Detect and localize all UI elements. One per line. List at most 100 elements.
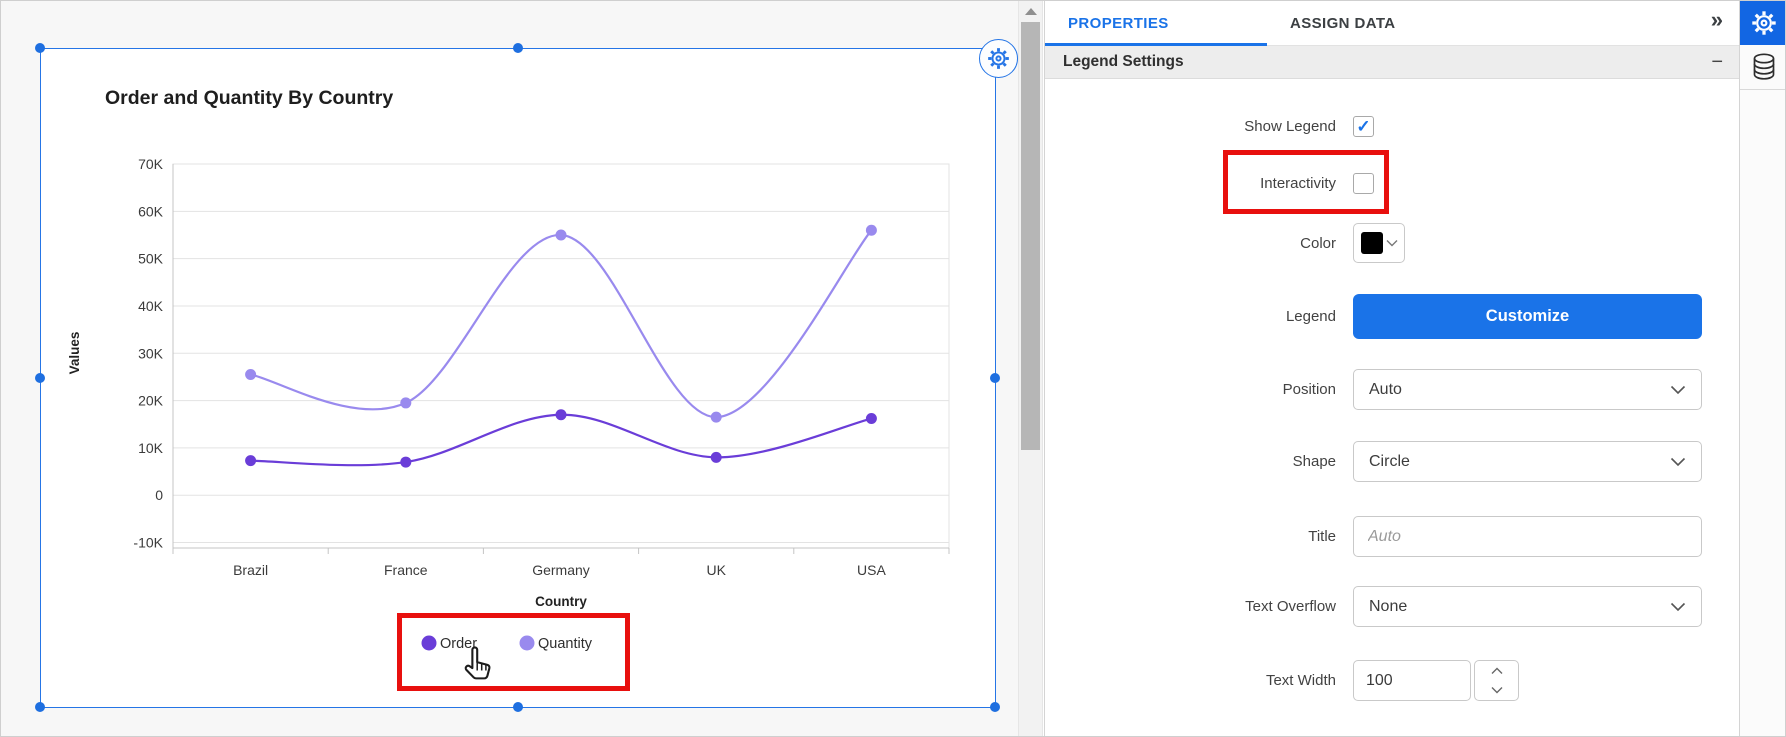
y-tick-label: 40K [138,298,164,314]
legend-settings-header[interactable]: Legend Settings − [1045,46,1739,79]
text-overflow-select[interactable]: None [1353,586,1702,627]
canvas-vertical-scrollbar[interactable] [1018,1,1043,736]
customize-button[interactable]: Customize [1353,294,1702,339]
gear-icon [988,48,1009,69]
right-toolbar [1739,1,1785,736]
shape-label: Shape [1292,453,1336,470]
chart-widget[interactable]: 70K 60K 50K 40K 30K 20K 10K 0 -10K Brazil France Ge… [35,39,1018,712]
y-tick-label: -10K [133,535,163,551]
x-category-label: USA [857,562,886,578]
resize-handle-bottom-left[interactable] [35,702,45,712]
y-tick-label: 20K [138,393,164,409]
interactivity-label: Interactivity [1260,174,1336,192]
hand-cursor-icon [461,645,497,692]
legend-item-order[interactable]: Order [440,636,477,652]
legend-row: Legend Customize [1045,294,1739,339]
collapse-section-icon[interactable]: − [1711,51,1723,73]
data-point-quantity[interactable] [400,397,412,409]
data-source-tool[interactable] [1740,45,1785,89]
position-select[interactable]: Auto [1353,369,1702,410]
panel-tabs: PROPERTIES ASSIGN DATA [1045,1,1739,46]
chevron-down-icon [1670,457,1686,466]
title-row: Title [1045,516,1739,557]
text-overflow-row: Text Overflow None [1045,586,1739,627]
legend-highlight-box [397,613,630,691]
scroll-up-arrow-icon[interactable] [1025,8,1037,15]
y-tick-label: 60K [138,203,164,219]
data-point-quantity[interactable] [865,224,877,236]
interactivity-row: Interactivity [1045,162,1739,204]
chevron-up-icon [1491,667,1502,674]
resize-handle-top-center[interactable] [513,43,523,53]
text-width-label: Text Width [1265,672,1336,689]
design-canvas[interactable]: 70K 60K 50K 40K 30K 20K 10K 0 -10K Brazil France Ge… [1,1,1018,736]
resize-handle-bottom-center[interactable] [513,702,523,712]
legend-swatch-order[interactable] [421,635,437,651]
spinner-up-button[interactable] [1475,661,1518,681]
resize-handle-middle-right[interactable] [990,373,1000,383]
chart-svg[interactable]: 70K 60K 50K 40K 30K 20K 10K 0 -10K Brazil France Ge… [41,49,995,707]
legend-item-quantity[interactable]: Quantity [538,636,593,652]
y-tick-label: 30K [138,345,164,361]
plot-area [172,163,950,549]
text-width-row: Text Width [1045,660,1739,701]
resize-handle-middle-left[interactable] [35,373,45,383]
color-swatch [1361,232,1383,254]
legend-label: Legend [1285,308,1336,325]
widget-properties-tool[interactable] [1740,1,1785,45]
legend-title-input[interactable] [1353,516,1702,557]
y-tick-label: 10K [138,440,164,456]
series-line-quantity [250,229,873,419]
text-width-input[interactable] [1353,660,1471,701]
chevron-down-icon [1670,602,1686,611]
section-title: Legend Settings [1063,53,1184,70]
color-label: Color [1300,234,1336,252]
y-axis-title: Values [67,332,82,375]
scrollbar-thumb[interactable] [1021,22,1040,450]
position-row: Position Auto [1045,369,1739,410]
y-tick-label: 50K [138,251,164,267]
x-axis-title: Country [535,594,587,609]
data-point-order[interactable] [865,413,877,425]
data-point-order[interactable] [555,409,567,421]
chevron-down-icon [1491,687,1502,694]
resize-handle-top-left[interactable] [35,43,45,53]
resize-handle-bottom-right[interactable] [990,702,1000,712]
interactivity-highlight-box [1223,150,1389,214]
x-category-label: Brazil [233,562,268,578]
x-category-label: UK [706,562,726,578]
spinner-down-button[interactable] [1475,681,1518,701]
data-point-quantity[interactable] [555,229,567,241]
shape-select[interactable]: Circle [1353,441,1702,482]
x-category-label: Germany [532,562,590,578]
tab-assign-data[interactable]: ASSIGN DATA [1290,14,1396,32]
widget-settings-button[interactable] [979,39,1018,78]
shape-value: Circle [1369,452,1410,470]
legend-color-picker[interactable] [1353,223,1405,263]
title-label: Title [1308,528,1336,545]
legend-swatch-quantity[interactable] [519,635,535,651]
show-legend-label: Show Legend [1244,117,1336,135]
chevron-down-icon [1670,385,1686,394]
text-overflow-value: None [1369,597,1408,615]
database-icon [1753,53,1774,80]
interactivity-checkbox[interactable] [1353,172,1374,194]
check-icon: ✓ [1356,116,1371,136]
collapse-panel-icon[interactable]: » [1710,7,1723,32]
toolbar-divider [1740,89,1785,90]
data-point-order[interactable] [400,456,412,468]
y-tick-label: 70K [138,156,164,172]
show-legend-row: Show Legend ✓ [1045,105,1739,147]
show-legend-checkbox[interactable]: ✓ [1353,115,1374,137]
chevron-down-icon [1386,240,1398,247]
tab-properties[interactable]: PROPERTIES [1045,1,1267,46]
x-category-label: France [384,562,428,578]
data-point-quantity[interactable] [710,411,722,423]
shape-row: Shape Circle [1045,441,1739,482]
data-point-quantity[interactable] [245,369,257,381]
text-overflow-label: Text Overflow [1245,598,1336,615]
data-point-order[interactable] [710,451,722,463]
data-point-order[interactable] [245,455,257,467]
chart-title: Order and Quantity By Country [105,87,393,109]
